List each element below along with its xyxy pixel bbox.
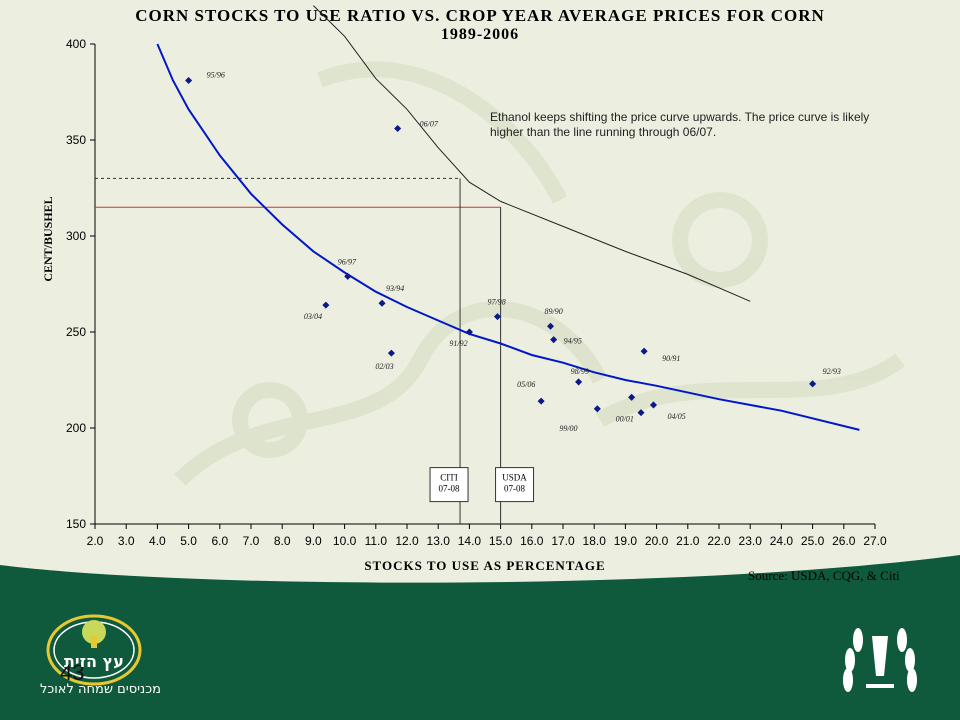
x-tick-label: 16.0 [520, 534, 544, 548]
citi-box-label: CITI [440, 473, 458, 483]
x-tick-label: 18.0 [583, 534, 607, 548]
data-point [537, 397, 545, 405]
point-label: 90/91 [662, 354, 680, 363]
y-tick-label: 300 [66, 229, 86, 243]
x-tick-label: 15.0 [489, 534, 513, 548]
point-label: 93/94 [386, 284, 404, 293]
data-point [185, 76, 193, 85]
point-label: 06/07 [420, 119, 439, 128]
data-point [493, 313, 502, 321]
usda-box [495, 467, 535, 503]
x-tick-label: 23.0 [739, 534, 763, 548]
citi-box [429, 467, 469, 503]
y-tick-label: 200 [66, 421, 86, 435]
decorative-swirls [174, 61, 905, 486]
point-label: 91/92 [449, 339, 467, 348]
point-label: 05/06 [517, 380, 535, 389]
logo-brand-name: עץ הזית [64, 652, 124, 671]
y-tick-label: 150 [66, 517, 86, 531]
data-point [628, 393, 636, 401]
data-point [649, 401, 658, 409]
data-point [322, 301, 330, 309]
x-tick-label: 9.0 [305, 534, 322, 548]
x-tick-label: 27.0 [863, 534, 887, 548]
footer [0, 555, 960, 720]
x-tick-label: 8.0 [274, 534, 291, 548]
chart-title: CORN STOCKS TO USE RATIO VS. CROP YEAR A… [135, 6, 825, 25]
x-tick-label: 25.0 [801, 534, 825, 548]
x-axis-title: STOCKS TO USE AS PERCENTAGE [364, 558, 605, 573]
x-tick-label: 6.0 [211, 534, 228, 548]
curves [156, 5, 860, 431]
page-number: 43 [60, 660, 85, 685]
data-point [575, 378, 583, 386]
point-label: 99/00 [559, 424, 577, 433]
y-tick-label: 250 [66, 325, 86, 339]
chart-subtitle: 1989-2006 [440, 26, 520, 43]
data-point [550, 336, 558, 344]
point-label: 98/99 [571, 367, 589, 376]
data-point [809, 380, 817, 388]
upper-price-curve [313, 5, 751, 302]
citi-box-label: 07-08 [439, 484, 460, 494]
x-tick-label: 4.0 [149, 534, 166, 548]
x-tick-label: 20.0 [645, 534, 669, 548]
point-label: 92/93 [823, 367, 841, 376]
fitted-curve [156, 43, 860, 431]
data-point [378, 299, 386, 307]
x-tick-label: 17.0 [551, 534, 575, 548]
axes: 150 200 250 300 350 400 2.0 3.0 4.0 5.0 6.0 7.0 8.0 9… [41, 37, 887, 573]
point-label: 00/01 [616, 414, 634, 423]
data-point [593, 405, 601, 413]
wreath-logo [843, 628, 917, 692]
x-tick-label: 22.0 [707, 534, 731, 548]
data-point [387, 349, 395, 357]
x-tick-label: 24.0 [770, 534, 794, 548]
annotation-text: Ethanol keeps shifting the price curve u… [490, 110, 870, 139]
x-tick-label: 21.0 [676, 534, 700, 548]
data-point [465, 328, 473, 336]
data-point [344, 272, 352, 280]
point-label: 03/04 [304, 312, 322, 321]
data-points: 95/96 06/07 96/97 03/04 93/94 02/03 91/92 97/98… [185, 70, 841, 433]
point-label: 97/98 [487, 298, 505, 307]
data-point [394, 124, 402, 133]
y-tick-label: 350 [66, 133, 86, 147]
data-point [546, 322, 555, 330]
point-label: 96/97 [338, 257, 357, 266]
x-tick-label: 11.0 [365, 534, 388, 548]
source-text: Source: USDA, CQG, & Citi [748, 568, 900, 583]
usda-box-label: 07-08 [504, 484, 525, 494]
data-point [640, 347, 648, 355]
x-tick-label: 7.0 [243, 534, 260, 548]
x-tick-label: 12.0 [395, 534, 419, 548]
point-label: 95/96 [207, 70, 225, 79]
x-tick-label: 26.0 [832, 534, 856, 548]
point-label: 02/03 [375, 362, 393, 371]
x-tick-label: 10.0 [333, 534, 357, 548]
x-tick-label: 5.0 [180, 534, 197, 548]
x-tick-label: 2.0 [87, 534, 104, 548]
x-tick-label: 14.0 [458, 534, 482, 548]
y-tick-label: 400 [66, 37, 86, 51]
data-point [637, 409, 645, 417]
point-label: 04/05 [667, 412, 685, 421]
x-tick-label: 13.0 [427, 534, 451, 548]
y-axis-title: CENT/BUSHEL [41, 196, 55, 281]
usda-box-label: USDA [502, 473, 527, 483]
x-tick-label: 3.0 [118, 534, 135, 548]
olive-tree-logo [46, 614, 142, 686]
point-label: 94/95 [564, 337, 582, 346]
logo-slogan: מכניסים שמחה לאוכל [40, 682, 161, 697]
point-label: 89/90 [545, 307, 563, 316]
x-tick-label: 19.0 [614, 534, 638, 548]
